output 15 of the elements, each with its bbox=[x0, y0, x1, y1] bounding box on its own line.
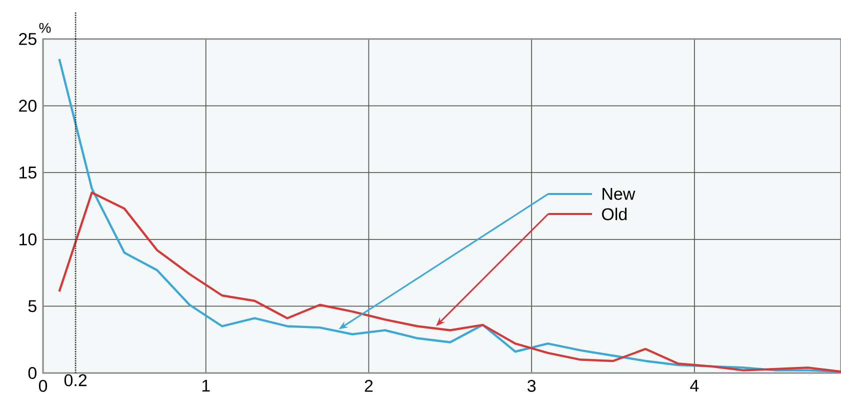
y-tick-label: 10 bbox=[20, 233, 36, 246]
y-tick-label: 5 bbox=[28, 300, 36, 312]
x-tick-label: 1 bbox=[202, 380, 210, 392]
y-tick-label: 25 bbox=[19, 32, 36, 46]
y-tick-label: 15 bbox=[20, 166, 36, 179]
y-tick-label: 20 bbox=[19, 100, 36, 112]
legend-label: Old bbox=[602, 208, 627, 220]
y-axis-title: % bbox=[39, 22, 51, 33]
y-tick-label: 0 bbox=[28, 366, 36, 380]
x-tick-label: 2 bbox=[364, 380, 373, 392]
x-tick-label: 3 bbox=[527, 380, 536, 392]
ref-line-label: 0.2 bbox=[64, 374, 87, 386]
x-tick-label: 0 bbox=[38, 380, 48, 392]
x-tick-label: 4 bbox=[690, 380, 699, 392]
legend-label: New bbox=[602, 188, 636, 200]
